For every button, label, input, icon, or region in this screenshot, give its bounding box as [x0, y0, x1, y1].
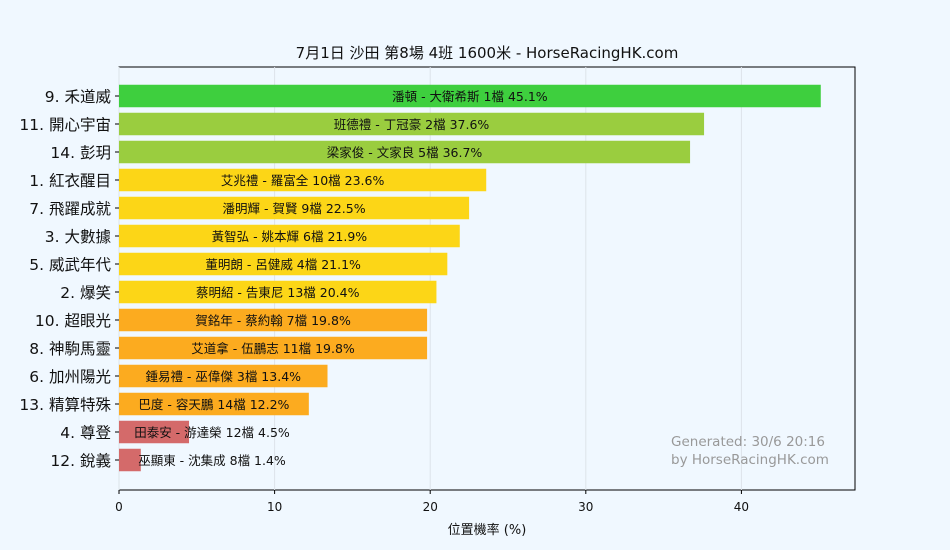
bar: [119, 336, 428, 360]
bar-label: 田泰安 - 游達榮 12檔 4.5%: [134, 425, 290, 440]
category-label: 12. 銳義: [50, 452, 111, 470]
bar: [119, 280, 437, 304]
plot-area: [118, 66, 856, 491]
x-axis-label: 位置機率 (%): [448, 522, 527, 538]
category-label: 3. 大數據: [45, 228, 112, 246]
bar-label: 巫顯東 - 沈集成 8檔 1.4%: [138, 453, 286, 468]
bar: [119, 392, 309, 416]
bar: [119, 168, 487, 192]
bar: [119, 308, 428, 332]
category-label: 5. 威武年代: [29, 256, 111, 274]
bar: [119, 364, 328, 388]
category-label: 10. 超眼光: [35, 312, 111, 330]
bar: [119, 224, 460, 248]
bar-label: 潘明輝 - 賀賢 9檔 22.5%: [223, 201, 366, 216]
category-label: 4. 尊登: [60, 424, 111, 442]
bar-label: 董明朗 - 呂健威 4檔 21.1%: [205, 257, 361, 272]
bar: [119, 252, 448, 276]
category-label: 2. 爆笑: [60, 283, 111, 302]
bars: 9. 禾道威 潘頓 - 大衛希斯 1檔 45.1% 11. 開心宇宙 班德禮 - 丁冠…: [19, 84, 821, 472]
bar: [119, 448, 141, 472]
bar: [119, 112, 705, 136]
watermark-line-1: Generated: 30/6 20:16: [671, 434, 825, 450]
bar: [119, 196, 470, 220]
category-label: 11. 開心宇宙: [19, 116, 111, 134]
bar-label: 潘頓 - 大衛希斯 1檔 45.1%: [392, 89, 548, 104]
bar: [119, 84, 821, 108]
x-tick-label: 10: [267, 500, 282, 514]
bar-label: 巴度 - 容天鵬 14檔 12.2%: [138, 397, 289, 412]
category-label: 13. 精算特殊: [19, 395, 111, 414]
bar-label: 班德禮 - 丁冠豪 2檔 37.6%: [334, 117, 490, 132]
category-label: 7. 飛躍成就: [29, 200, 111, 218]
bar-label: 鍾易禮 - 巫偉傑 3檔 13.4%: [145, 369, 301, 384]
x-tick-label: 30: [578, 500, 593, 514]
category-label: 14. 彭玥: [50, 144, 111, 162]
bar: [119, 140, 691, 164]
x-tick-label: 20: [423, 500, 438, 514]
gridlines: [118, 67, 742, 490]
bar-label: 艾兆禮 - 羅富全 10檔 23.6%: [221, 173, 385, 188]
category-label: 9. 禾道威: [45, 88, 111, 106]
bar-label: 蔡明紹 - 告東尼 13檔 20.4%: [196, 285, 360, 300]
bar-label: 梁家俊 - 文家良 5檔 36.7%: [327, 145, 483, 160]
bar-label: 艾道拿 - 伍鵬志 11檔 19.8%: [191, 341, 355, 356]
watermark-line-2: by HorseRacingHK.com: [671, 452, 829, 468]
category-label: 1. 紅衣醒目: [29, 172, 111, 190]
category-label: 6. 加州陽光: [29, 368, 111, 386]
bar-label: 賀銘年 - 蔡約翰 7檔 19.8%: [195, 313, 351, 328]
x-tick-label: 40: [734, 500, 749, 514]
bar-label: 黃智弘 - 姚本輝 6檔 21.9%: [212, 229, 368, 244]
bar: [119, 420, 190, 444]
chart-title: 7月1日 沙田 第8場 4班 1600米 - HorseRacingHK.com: [296, 44, 679, 62]
category-label: 8. 神駒馬靈: [29, 340, 111, 358]
x-ticks: 0 10 20 30 40: [115, 95, 749, 514]
x-tick-label: 0: [115, 500, 123, 514]
